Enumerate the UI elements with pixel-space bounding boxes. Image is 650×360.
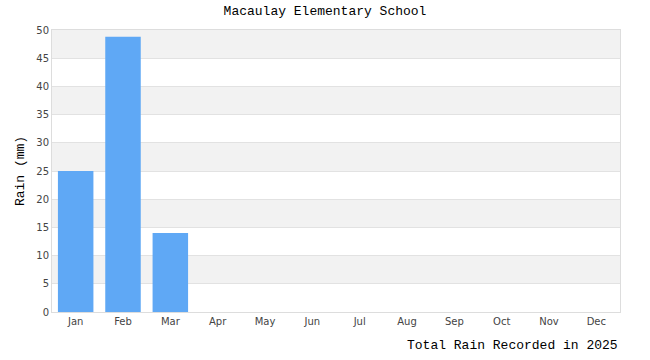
- svg-text:30: 30: [36, 137, 49, 148]
- svg-text:Jun: Jun: [304, 316, 321, 327]
- svg-text:May: May: [255, 316, 276, 327]
- svg-text:45: 45: [36, 53, 49, 64]
- svg-text:0: 0: [43, 307, 49, 318]
- svg-text:Macaulay Elementary School: Macaulay Elementary School: [224, 4, 427, 19]
- svg-text:35: 35: [36, 109, 49, 120]
- svg-text:Jul: Jul: [353, 316, 366, 327]
- svg-text:Dec: Dec: [587, 316, 606, 327]
- svg-text:5: 5: [43, 278, 49, 289]
- svg-text:40: 40: [36, 81, 49, 92]
- svg-text:Sep: Sep: [445, 316, 464, 327]
- svg-text:20: 20: [36, 194, 49, 205]
- svg-text:25: 25: [36, 166, 49, 177]
- svg-text:Feb: Feb: [114, 316, 132, 327]
- svg-text:Jan: Jan: [67, 316, 83, 327]
- svg-text:Mar: Mar: [161, 316, 181, 327]
- svg-text:Nov: Nov: [539, 316, 559, 327]
- svg-text:Rain (mm): Rain (mm): [13, 136, 28, 206]
- svg-text:15: 15: [36, 222, 49, 233]
- svg-text:Oct: Oct: [493, 316, 510, 327]
- svg-text:Aug: Aug: [397, 316, 417, 327]
- svg-text:10: 10: [36, 250, 49, 261]
- svg-text:Apr: Apr: [209, 316, 227, 327]
- svg-text:50: 50: [36, 25, 49, 36]
- svg-text:Total Rain Recorded in 2025: Total Rain Recorded in 2025: [407, 338, 618, 353]
